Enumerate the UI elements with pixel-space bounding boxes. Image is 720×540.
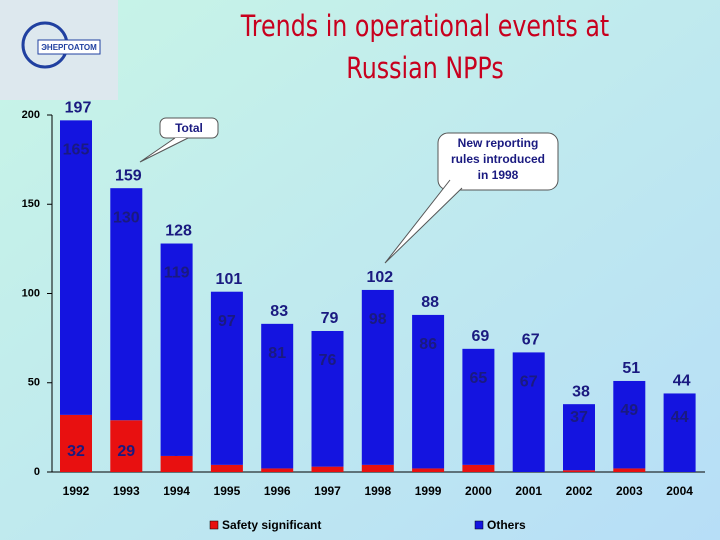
bar-segment xyxy=(60,120,92,415)
annotation: New reporting xyxy=(458,136,539,150)
total-label: 69 xyxy=(472,328,490,345)
data-label: 76 xyxy=(319,352,337,369)
logo-plate xyxy=(37,39,101,55)
x-tick-label: 1994 xyxy=(163,484,190,498)
annotation: Total xyxy=(175,121,203,135)
data-label: 86 xyxy=(419,336,437,353)
bar-segment xyxy=(110,420,143,472)
total-label: 51 xyxy=(622,360,640,377)
data-label: 165 xyxy=(63,142,90,159)
y-tick-label: 150 xyxy=(22,198,40,210)
x-tick-label: 2004 xyxy=(666,484,693,498)
total-label: 88 xyxy=(421,294,439,311)
total-label: 128 xyxy=(165,223,192,240)
data-label: 130 xyxy=(113,209,140,226)
total-label: 38 xyxy=(572,383,590,400)
data-label: 44 xyxy=(671,409,689,426)
y-tick-label: 100 xyxy=(22,287,40,299)
bar-segment xyxy=(311,466,344,472)
x-tick-label: 1995 xyxy=(214,484,241,498)
x-tick-label: 1999 xyxy=(415,484,442,498)
callout-box xyxy=(159,117,219,139)
legend-swatch xyxy=(209,520,219,530)
total-label: 67 xyxy=(522,332,540,349)
annotation: rules introduced xyxy=(451,152,545,166)
bar-segment xyxy=(361,464,394,472)
x-tick-label: 2001 xyxy=(515,484,542,498)
bar-segment xyxy=(210,291,243,465)
data-label: 49 xyxy=(620,402,638,419)
data-label: 65 xyxy=(470,370,488,387)
legend-label: Others xyxy=(487,518,526,532)
total-label: 79 xyxy=(321,310,339,327)
chart-title: Russian NPPs xyxy=(346,52,503,86)
bar-segment xyxy=(512,352,545,472)
x-tick-label: 2003 xyxy=(616,484,643,498)
x-tick-label: 2000 xyxy=(465,484,492,498)
callout-pointer xyxy=(384,179,463,264)
data-label: 37 xyxy=(570,409,588,426)
bar-segment xyxy=(613,468,646,472)
x-tick-label: 1993 xyxy=(113,484,140,498)
y-tick-label: 200 xyxy=(22,109,40,121)
total-label: 159 xyxy=(115,167,142,184)
callout-pointer xyxy=(139,137,189,163)
bar-segment xyxy=(361,289,394,465)
data-label: 97 xyxy=(218,313,236,330)
x-tick-label: 1992 xyxy=(63,484,90,498)
bar-segment xyxy=(663,393,696,472)
total-label: 83 xyxy=(270,303,288,320)
bar-segment xyxy=(210,464,243,472)
data-label: 98 xyxy=(369,311,387,328)
chart-title: Trends in operational events at xyxy=(240,10,609,44)
bar-segment xyxy=(261,468,294,472)
annotation: in 1998 xyxy=(478,168,519,182)
x-tick-label: 1997 xyxy=(314,484,341,498)
bar-segment xyxy=(160,455,193,472)
y-tick-label: 50 xyxy=(28,377,40,389)
x-tick-label: 2002 xyxy=(566,484,593,498)
callout-box xyxy=(437,132,559,191)
bar-segment xyxy=(563,404,595,471)
data-label: 29 xyxy=(117,443,135,460)
bar-segment xyxy=(110,188,143,421)
x-tick-label: 1998 xyxy=(364,484,391,498)
total-label: 102 xyxy=(366,269,393,286)
total-label: 197 xyxy=(65,100,92,117)
bar-segment xyxy=(563,470,595,472)
bar-segment xyxy=(60,414,92,472)
logo-text: ЭНЕРГОАТОМ xyxy=(41,43,97,52)
bar-segment xyxy=(412,468,445,472)
bar-segment xyxy=(261,323,294,469)
data-label: 81 xyxy=(268,345,286,362)
data-label: 32 xyxy=(67,443,85,460)
bar-segment xyxy=(462,464,495,472)
bar-segment xyxy=(311,330,344,467)
bar-segment xyxy=(613,380,646,469)
total-label: 44 xyxy=(673,373,691,390)
total-label: 101 xyxy=(216,271,243,288)
bar-segment xyxy=(160,243,193,456)
data-label: 67 xyxy=(520,374,538,391)
bar-segment xyxy=(462,348,495,465)
data-label: 119 xyxy=(164,265,190,282)
legend-swatch xyxy=(474,520,484,530)
bar-segment xyxy=(412,314,445,469)
legend-label: Safety significant xyxy=(222,518,321,532)
y-tick-label: 0 xyxy=(34,466,40,478)
x-tick-label: 1996 xyxy=(264,484,291,498)
